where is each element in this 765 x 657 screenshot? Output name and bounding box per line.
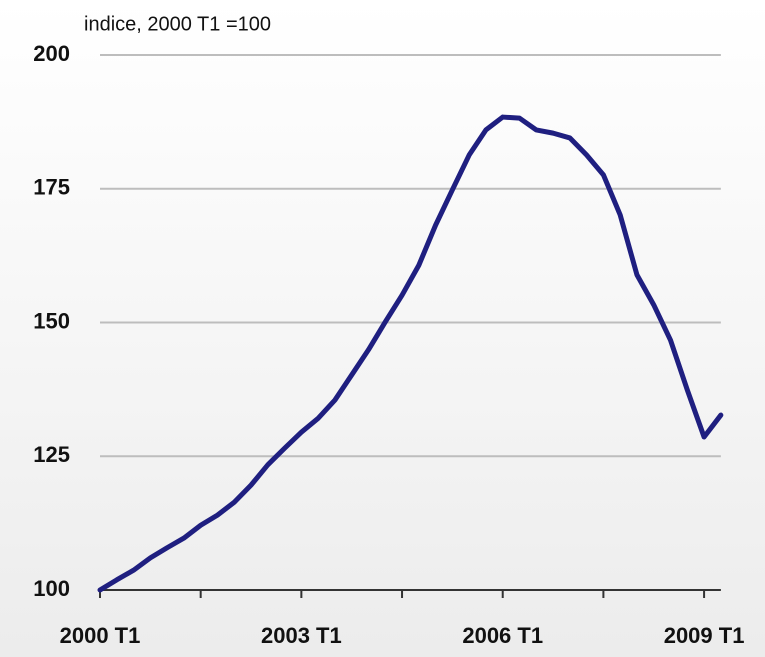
y-tick-label: 100 (33, 576, 70, 601)
line (97, 114, 724, 593)
y-tick-label: 175 (33, 175, 70, 200)
y-tick-label: 150 (33, 308, 70, 333)
x-tick-label: 2003 T1 (261, 623, 342, 648)
x-tick-label: 2000 T1 (60, 623, 141, 648)
x-tick-label: 2009 T1 (664, 623, 745, 648)
chart-title: indice, 2000 T1 =100 (84, 13, 271, 35)
x-tick-label: 2006 T1 (462, 623, 543, 648)
y-tick-label: 125 (33, 442, 70, 467)
y-tick-label: 200 (33, 41, 70, 66)
